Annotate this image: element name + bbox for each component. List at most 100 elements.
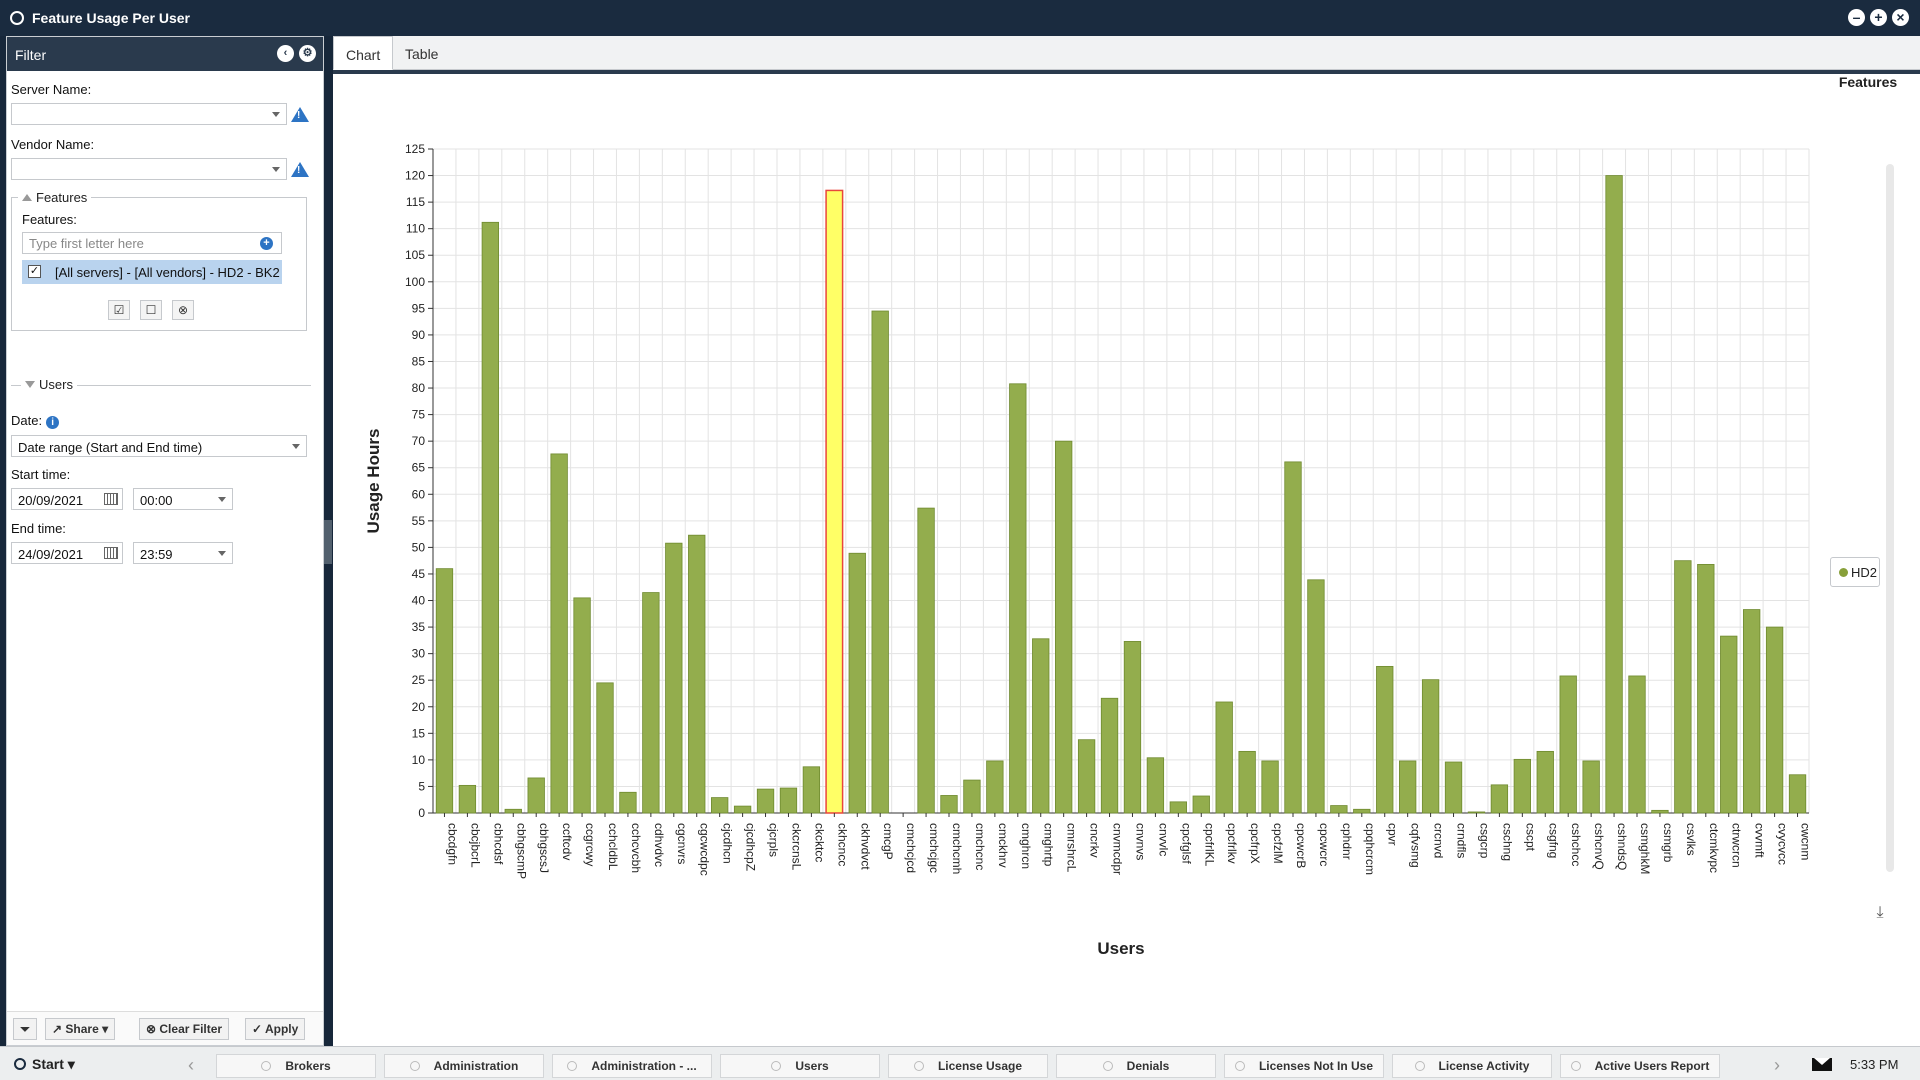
bar bbox=[1536, 750, 1554, 814]
x-tick-label: cvvmft bbox=[1753, 823, 1767, 858]
y-tick-label: 110 bbox=[406, 222, 425, 236]
taskbar-item[interactable]: Licenses Not In Use bbox=[1224, 1054, 1384, 1078]
close-icon[interactable]: × bbox=[1892, 9, 1909, 26]
share-button[interactable]: ↗ Share ▾ bbox=[45, 1018, 116, 1040]
chevron-down-icon bbox=[218, 551, 226, 556]
y-tick-label: 55 bbox=[412, 514, 426, 528]
vertical-scrollbar[interactable] bbox=[1886, 164, 1894, 872]
y-tick-label: 15 bbox=[412, 726, 426, 740]
minimize-icon[interactable]: – bbox=[1848, 9, 1865, 26]
x-tick-label: cschng bbox=[1500, 823, 1514, 861]
taskbar-scroll-left-icon[interactable]: ‹ bbox=[188, 1055, 194, 1075]
features-label: Features: bbox=[22, 212, 77, 227]
bar bbox=[1788, 774, 1807, 814]
features-group-toggle[interactable]: Features bbox=[18, 190, 92, 205]
users-group[interactable]: Users bbox=[11, 377, 311, 393]
bar bbox=[1651, 809, 1669, 814]
gear-icon[interactable]: ⚙ bbox=[299, 45, 316, 62]
bar bbox=[1261, 760, 1279, 814]
bar bbox=[1353, 808, 1371, 814]
y-tick-label: 10 bbox=[412, 753, 426, 767]
clear-filter-button[interactable]: ⊗ Clear Filter bbox=[139, 1018, 230, 1040]
checkbox-checked-icon[interactable]: ✓ bbox=[28, 265, 41, 278]
collapse-left-icon[interactable]: ‹ bbox=[277, 45, 294, 62]
collapse-up-icon bbox=[22, 194, 32, 201]
end-time-select[interactable]: 23:59 bbox=[133, 542, 233, 564]
bar bbox=[802, 766, 821, 814]
taskbar-item[interactable]: Denials bbox=[1056, 1054, 1216, 1078]
taskbar-item[interactable]: License Activity bbox=[1392, 1054, 1552, 1078]
maximize-icon[interactable]: + bbox=[1870, 9, 1887, 26]
start-date-input[interactable]: 20/09/2021 bbox=[11, 488, 123, 510]
bar bbox=[1628, 675, 1646, 814]
bar bbox=[1421, 679, 1440, 814]
app-logo-icon bbox=[10, 11, 24, 25]
taskbar-item-icon bbox=[409, 1061, 420, 1071]
info-icon[interactable]: i bbox=[46, 416, 60, 429]
x-tick-label: cscpt bbox=[1523, 823, 1537, 852]
clear-icon: ⊗ bbox=[146, 1022, 160, 1036]
x-tick-label: cbcjbcrL bbox=[468, 823, 482, 868]
taskbar-item[interactable]: License Usage bbox=[888, 1054, 1048, 1078]
chart-legend[interactable]: HD2 bbox=[1830, 557, 1880, 587]
mail-icon[interactable] bbox=[1812, 1058, 1832, 1071]
deselect-all-button[interactable]: ☐ bbox=[140, 300, 162, 320]
x-tick-label: cqfvsmg bbox=[1409, 823, 1423, 868]
x-tick-label: ckhvdvct bbox=[858, 823, 872, 870]
x-tick-label: cjcrpls bbox=[767, 823, 781, 857]
calendar-icon[interactable] bbox=[104, 547, 118, 559]
download-icon[interactable]: ⤓ bbox=[1876, 904, 1884, 921]
bar bbox=[1376, 665, 1394, 814]
bar bbox=[1330, 805, 1348, 814]
bar bbox=[573, 597, 591, 814]
tab-table[interactable]: Table bbox=[405, 46, 439, 62]
x-tick-label: cchcldbL bbox=[606, 823, 620, 871]
bar bbox=[1192, 795, 1210, 814]
start-button[interactable]: Start ▾ bbox=[4, 1053, 97, 1075]
x-tick-label: ckcrcnsL bbox=[789, 823, 803, 871]
end-date-input[interactable]: 24/09/2021 bbox=[11, 542, 123, 564]
remove-features-button[interactable]: ⊗ bbox=[172, 300, 194, 320]
vendor-name-select[interactable] bbox=[11, 158, 287, 180]
x-tick-label: cmghrcn bbox=[1019, 823, 1033, 869]
x-tick-label: cjcdhcn bbox=[721, 823, 735, 864]
taskbar-item[interactable]: Active Users Report bbox=[1560, 1054, 1720, 1078]
bar bbox=[1444, 761, 1463, 814]
x-tick-label: cnvmcdpr bbox=[1111, 823, 1125, 875]
taskbar-item[interactable]: Users bbox=[720, 1054, 880, 1078]
taskbar-item[interactable]: Brokers bbox=[216, 1054, 376, 1078]
apply-button[interactable]: ✓ Apply bbox=[245, 1018, 306, 1040]
tab-chart[interactable]: Chart bbox=[333, 36, 394, 70]
bar bbox=[1490, 784, 1509, 814]
taskbar-item-label: Administration - ... bbox=[591, 1059, 697, 1073]
x-tick-label: cmckhrv bbox=[996, 823, 1010, 868]
taskbar-scroll-right-icon[interactable]: › bbox=[1774, 1055, 1780, 1075]
x-tick-label: cpcfglsf bbox=[1179, 823, 1193, 864]
y-tick-label: 85 bbox=[412, 354, 426, 368]
select-all-button[interactable]: ☑ bbox=[108, 300, 130, 320]
taskbar-item-label: Users bbox=[795, 1059, 829, 1073]
features-search-input[interactable]: Type first letter here + bbox=[22, 232, 282, 254]
feature-list-item[interactable]: ✓ [All servers] - [All vendors] - HD2 - … bbox=[22, 260, 282, 284]
x-tick-label: cmchcjgc bbox=[927, 823, 941, 873]
panel-collapse-handle[interactable] bbox=[324, 520, 332, 564]
bar bbox=[779, 787, 798, 814]
start-time-select[interactable]: 00:00 bbox=[133, 488, 233, 510]
bar bbox=[665, 542, 683, 814]
legend-marker bbox=[1839, 568, 1848, 577]
date-mode-select[interactable]: Date range (Start and End time) bbox=[11, 435, 307, 457]
taskbar-item[interactable]: Administration - ... bbox=[552, 1054, 712, 1078]
server-name-select[interactable] bbox=[11, 103, 287, 125]
add-feature-icon[interactable]: + bbox=[260, 237, 273, 250]
chevron-down-icon bbox=[272, 112, 280, 117]
bar bbox=[688, 534, 706, 814]
main-content: Chart Table 0 5 10 15 20 25 30 35 40 45 50 55 60 65 70… bbox=[333, 36, 1920, 1046]
y-axis-title: Usage Hours bbox=[364, 429, 383, 534]
x-tick-label: cgcnvrs bbox=[675, 823, 689, 864]
y-tick-label: 65 bbox=[412, 461, 426, 475]
chevron-down-icon bbox=[292, 444, 300, 449]
taskbar-item[interactable]: Administration bbox=[384, 1054, 544, 1078]
calendar-icon[interactable] bbox=[104, 493, 118, 505]
filter-funnel-button[interactable]: ⏷ bbox=[13, 1018, 37, 1040]
y-tick-label: 100 bbox=[405, 275, 425, 289]
